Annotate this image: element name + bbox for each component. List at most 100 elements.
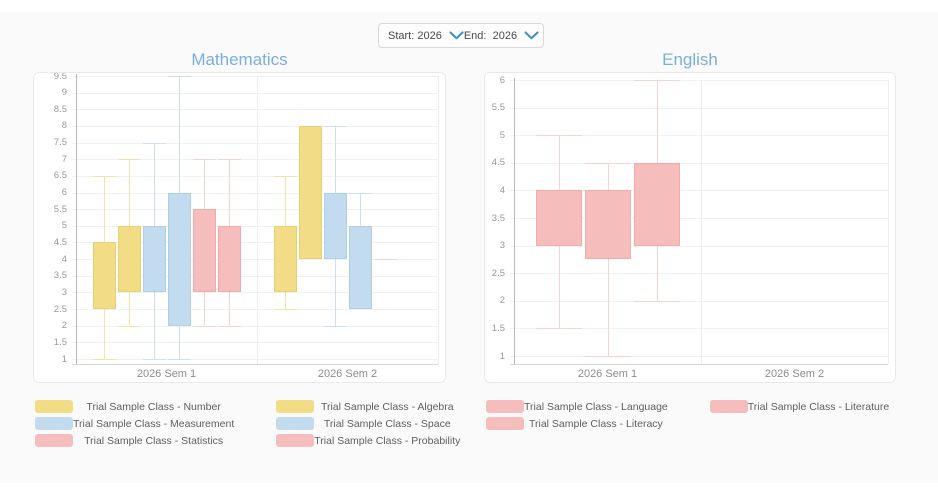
box xyxy=(584,190,631,260)
lower-whisker xyxy=(179,325,180,359)
y-tick-label: 2 xyxy=(499,295,505,307)
upper-whisker xyxy=(285,175,286,226)
legend-label: Trial Sample Class - Algebra xyxy=(320,400,454,413)
y-tick-label: 3 xyxy=(61,286,67,298)
y-tick-label: 3 xyxy=(499,240,505,252)
box xyxy=(117,225,141,293)
legend-item[interactable]: Trial Sample Class - Probability xyxy=(274,434,500,447)
lower-whisker-cap xyxy=(92,359,116,360)
legend-label: Trial Sample Class - Space xyxy=(323,417,451,430)
legend-item[interactable]: Trial Sample Class - Language xyxy=(484,400,708,413)
lower-whisker xyxy=(229,292,230,326)
legend-item[interactable]: Trial Sample Class - Space xyxy=(274,417,500,430)
legend-label: Trial Sample Class - Probability xyxy=(314,434,461,447)
box xyxy=(298,125,322,260)
gridline xyxy=(72,259,438,261)
upper-whisker-cap xyxy=(348,192,372,194)
y-tick-label: 2.5 xyxy=(491,267,505,279)
legend-label: Trial Sample Class - Language xyxy=(524,400,668,413)
gridline xyxy=(510,300,888,302)
y-tick-label: 5.5 xyxy=(491,102,505,114)
y-tick-label: 2.5 xyxy=(53,303,67,315)
upper-whisker xyxy=(179,76,180,193)
box xyxy=(535,190,582,246)
upper-whisker-cap xyxy=(92,175,116,177)
y-tick-label: 1.5 xyxy=(53,336,67,348)
y-tick-label: 7.5 xyxy=(53,137,67,149)
start-semester-select[interactable]: Start: 2026 xyxy=(388,30,464,42)
upper-whisker xyxy=(360,192,361,226)
lower-whisker-cap xyxy=(117,325,141,327)
legend-swatch-icon xyxy=(35,417,73,430)
end-semester-select[interactable]: End: 2026 xyxy=(464,30,539,42)
y-tick-label: 8 xyxy=(61,120,67,132)
lower-whisker-cap xyxy=(142,359,166,360)
legend-item[interactable]: Trial Sample Class - Number xyxy=(33,400,274,413)
legend-swatch-icon xyxy=(276,400,315,413)
y-tick-label: 4 xyxy=(499,184,505,196)
lower-whisker-cap xyxy=(273,309,297,311)
box xyxy=(167,192,191,326)
y-tick-label: 3.5 xyxy=(491,212,505,224)
lower-whisker xyxy=(129,292,130,326)
legend-label: Trial Sample Class - Statistics xyxy=(84,434,224,447)
lower-whisker xyxy=(558,245,560,329)
box xyxy=(142,225,166,293)
gridline xyxy=(72,192,438,194)
box xyxy=(92,242,116,310)
legend-label: Trial Sample Class - Measurement xyxy=(73,417,235,430)
gridline xyxy=(510,328,888,330)
lower-whisker-cap xyxy=(323,325,347,327)
upper-whisker-cap xyxy=(584,162,631,164)
gridline xyxy=(72,125,438,127)
box xyxy=(217,225,241,293)
upper-whisker-cap xyxy=(192,159,216,161)
lower-whisker xyxy=(104,309,105,359)
y-tick-label: 2 xyxy=(61,320,67,332)
legend-item[interactable]: Trial Sample Class - Algebra xyxy=(274,400,500,413)
gridline xyxy=(72,109,438,111)
gridline xyxy=(72,76,438,77)
end-select-label: End: 2026 xyxy=(463,29,518,42)
y-tick-label: 4 xyxy=(61,253,67,265)
y-tick-label: 5.5 xyxy=(53,203,67,215)
gridline xyxy=(72,142,438,144)
chevron-down-icon xyxy=(449,31,464,40)
upper-whisker xyxy=(656,80,658,163)
gridline xyxy=(72,242,438,244)
upper-whisker xyxy=(204,159,205,210)
x-axis-line xyxy=(72,364,438,365)
legend-label: Trial Sample Class - Literacy xyxy=(528,417,663,430)
legend-item[interactable]: Trial Sample Class - Literacy xyxy=(484,417,708,430)
gridline xyxy=(510,245,888,247)
legend-swatch-icon xyxy=(276,434,315,447)
x-category-label: 2026 Sem 2 xyxy=(764,368,825,380)
flat-box-line xyxy=(373,259,397,261)
box xyxy=(633,162,680,246)
upper-whisker-cap xyxy=(323,125,347,127)
legend-swatch-icon xyxy=(709,400,748,413)
chevron-down-icon xyxy=(524,31,539,40)
legend-item[interactable]: Trial Sample Class - Measurement xyxy=(33,417,274,430)
y-tick-label: 5 xyxy=(61,220,67,232)
x-axis-line xyxy=(510,364,888,365)
english-chart-title: English xyxy=(662,50,718,69)
legend-item[interactable]: Trial Sample Class - Literature xyxy=(708,400,929,413)
gridline xyxy=(72,292,438,294)
y-tick-label: 1 xyxy=(499,350,505,362)
mathematics-chart-title: Mathematics xyxy=(191,50,288,69)
gridline xyxy=(510,273,888,275)
x-category-label: 2026 Sem 1 xyxy=(577,368,638,380)
y-tick-label: 3.5 xyxy=(53,270,67,282)
legend-swatch-icon xyxy=(276,417,315,430)
y-tick-label: 1 xyxy=(61,353,67,365)
legend-item[interactable]: Trial Sample Class - Statistics xyxy=(33,434,274,447)
lower-whisker xyxy=(154,292,155,359)
y-tick-label: 9.5 xyxy=(53,72,67,82)
gridline xyxy=(72,209,438,211)
x-category-label: 2026 Sem 1 xyxy=(136,368,197,380)
upper-whisker xyxy=(154,142,155,226)
legend-swatch-icon xyxy=(35,434,73,447)
lower-whisker-cap xyxy=(192,325,216,327)
upper-whisker-cap xyxy=(167,76,191,77)
